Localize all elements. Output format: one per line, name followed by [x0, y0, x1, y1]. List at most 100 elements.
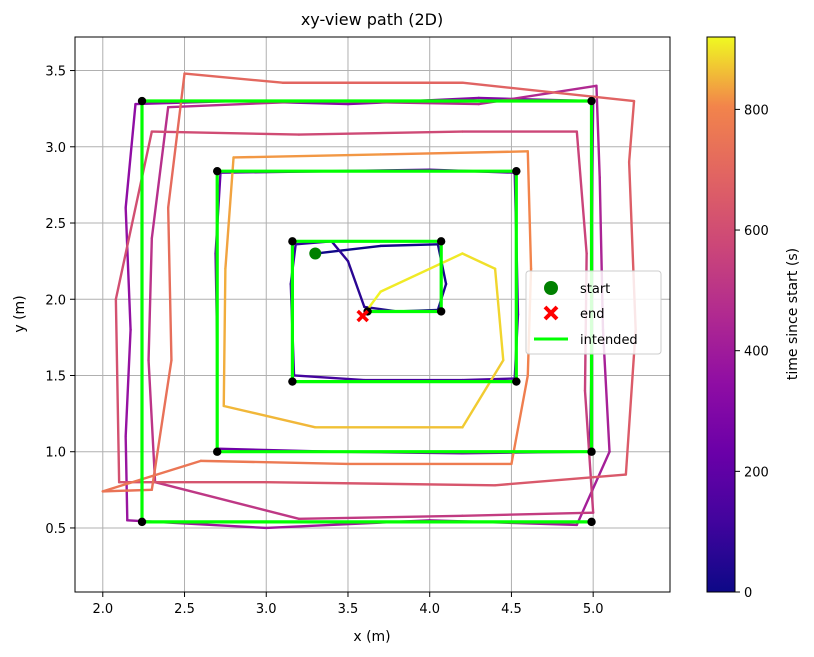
legend-intended-label: intended [580, 333, 638, 348]
actual-path-segment [124, 328, 132, 438]
actual-path-segment [595, 84, 601, 179]
y-tick-label: 2.0 [45, 293, 66, 308]
y-axis: 0.5 1.0 1.5 2.0 2.5 3.0 3.5 [45, 65, 75, 537]
end-marker [356, 309, 369, 323]
y-axis-label: y (m) [12, 295, 28, 332]
waypoint-marker [137, 517, 147, 527]
actual-path-segment [265, 481, 497, 487]
actual-path-segment [150, 105, 170, 240]
actual-path-segment [379, 150, 529, 156]
colorbar-ticks: 0 200 400 600 800 [735, 103, 769, 601]
actual-path-segment [166, 72, 186, 209]
x-tick-label: 3.0 [256, 602, 277, 617]
colorbar-tick-label: 600 [744, 224, 769, 239]
waypoint-marker [288, 237, 297, 246]
actual-path-segment [232, 153, 382, 159]
actual-path-segment [183, 72, 284, 84]
actual-path-segment [297, 514, 464, 521]
actual-path-segment [224, 156, 235, 270]
x-axis: 2.0 2.5 3.0 3.5 4.0 4.5 5.0 [92, 592, 604, 617]
actual-path-segment [493, 473, 628, 487]
waypoint-marker [213, 447, 222, 456]
x-tick-label: 5.0 [583, 602, 604, 617]
x-tick-label: 4.0 [419, 602, 440, 617]
plot-frame [74, 36, 671, 593]
waypoint-marker [587, 447, 596, 456]
actual-path-segment [101, 459, 203, 493]
actual-path-segment [114, 130, 154, 301]
x-tick-label: 3.5 [338, 602, 359, 617]
start-end-markers [309, 247, 369, 323]
legend-start-label: start [580, 282, 610, 297]
chart-title: xy-view path (2D) [301, 10, 443, 29]
actual-path-segment [461, 252, 497, 270]
legend-start-marker [544, 281, 558, 295]
waypoint-marker [436, 237, 446, 246]
actual-path-segment [222, 267, 227, 408]
actual-path-segment [461, 359, 505, 429]
waypoint-marker [213, 166, 222, 176]
y-tick-label: 1.0 [45, 446, 66, 461]
y-tick-label: 3.0 [45, 141, 66, 156]
legend-box [525, 270, 662, 355]
start-marker [309, 247, 322, 260]
waypoint-marker [587, 517, 596, 527]
actual-path-segment [379, 252, 464, 293]
colorbar-label: time since start (s) [785, 248, 801, 380]
intended-path-line [140, 99, 594, 524]
waypoint-marker [512, 166, 521, 176]
actual-path-segment [292, 374, 366, 382]
actual-path-segment [222, 404, 317, 429]
waypoint-marker [512, 377, 521, 386]
actual-path-segment [493, 267, 505, 362]
actual-path-segment [526, 150, 533, 270]
waypoint-marker [288, 377, 297, 386]
colorbar-tick-label: 200 [744, 465, 769, 480]
legend-end-label: end [580, 307, 605, 322]
colorbar: 0 200 400 600 800 time since start (s) [706, 36, 801, 601]
waypoint-marker [436, 307, 446, 316]
actual-path-segment [627, 99, 636, 164]
waypoint-marker [137, 96, 147, 106]
actual-path-segment [147, 359, 157, 484]
actual-path-segment [101, 488, 154, 493]
intended-path [140, 99, 594, 524]
actual-path-segment [461, 377, 516, 382]
actual-path-segment [150, 130, 301, 136]
colorbar-gradient [706, 36, 736, 593]
actual-path-segment [314, 244, 382, 255]
actual-path-segment [379, 243, 440, 248]
y-tick-label: 3.5 [45, 65, 66, 80]
actual-path-segment [150, 359, 173, 492]
actual-path-segment [114, 298, 121, 484]
actual-path-segment [461, 81, 636, 103]
x-tick-label: 2.0 [92, 602, 113, 617]
x-tick-label: 2.5 [174, 602, 195, 617]
actual-path-segment [124, 206, 132, 331]
x-tick-label: 4.5 [501, 602, 522, 617]
y-tick-label: 2.5 [45, 217, 66, 232]
actual-path-segment [510, 374, 529, 466]
y-tick-label: 0.5 [45, 522, 66, 537]
actual-path-segment [199, 459, 350, 466]
actual-path-segment [147, 237, 154, 362]
actual-path-segment [297, 130, 464, 136]
grid-lines [75, 37, 670, 592]
colorbar-tick-label: 0 [744, 586, 752, 601]
actual-path-segment [153, 481, 301, 521]
waypoint-markers [137, 96, 596, 527]
actual-path-segment [124, 435, 129, 522]
legend-end-marker [543, 305, 559, 321]
actual-path-segment [124, 102, 137, 209]
y-tick-label: 1.5 [45, 369, 66, 384]
waypoint-marker [587, 96, 596, 106]
actual-path-segment [575, 130, 588, 255]
actual-path-segment [461, 511, 595, 517]
x-axis-label: x (m) [353, 629, 390, 645]
colorbar-tick-label: 800 [744, 103, 769, 118]
actual-path-segment [346, 259, 366, 309]
actual-path-segment [166, 206, 173, 362]
actual-path-segment [330, 240, 350, 263]
colorbar-tick-label: 400 [744, 345, 769, 360]
